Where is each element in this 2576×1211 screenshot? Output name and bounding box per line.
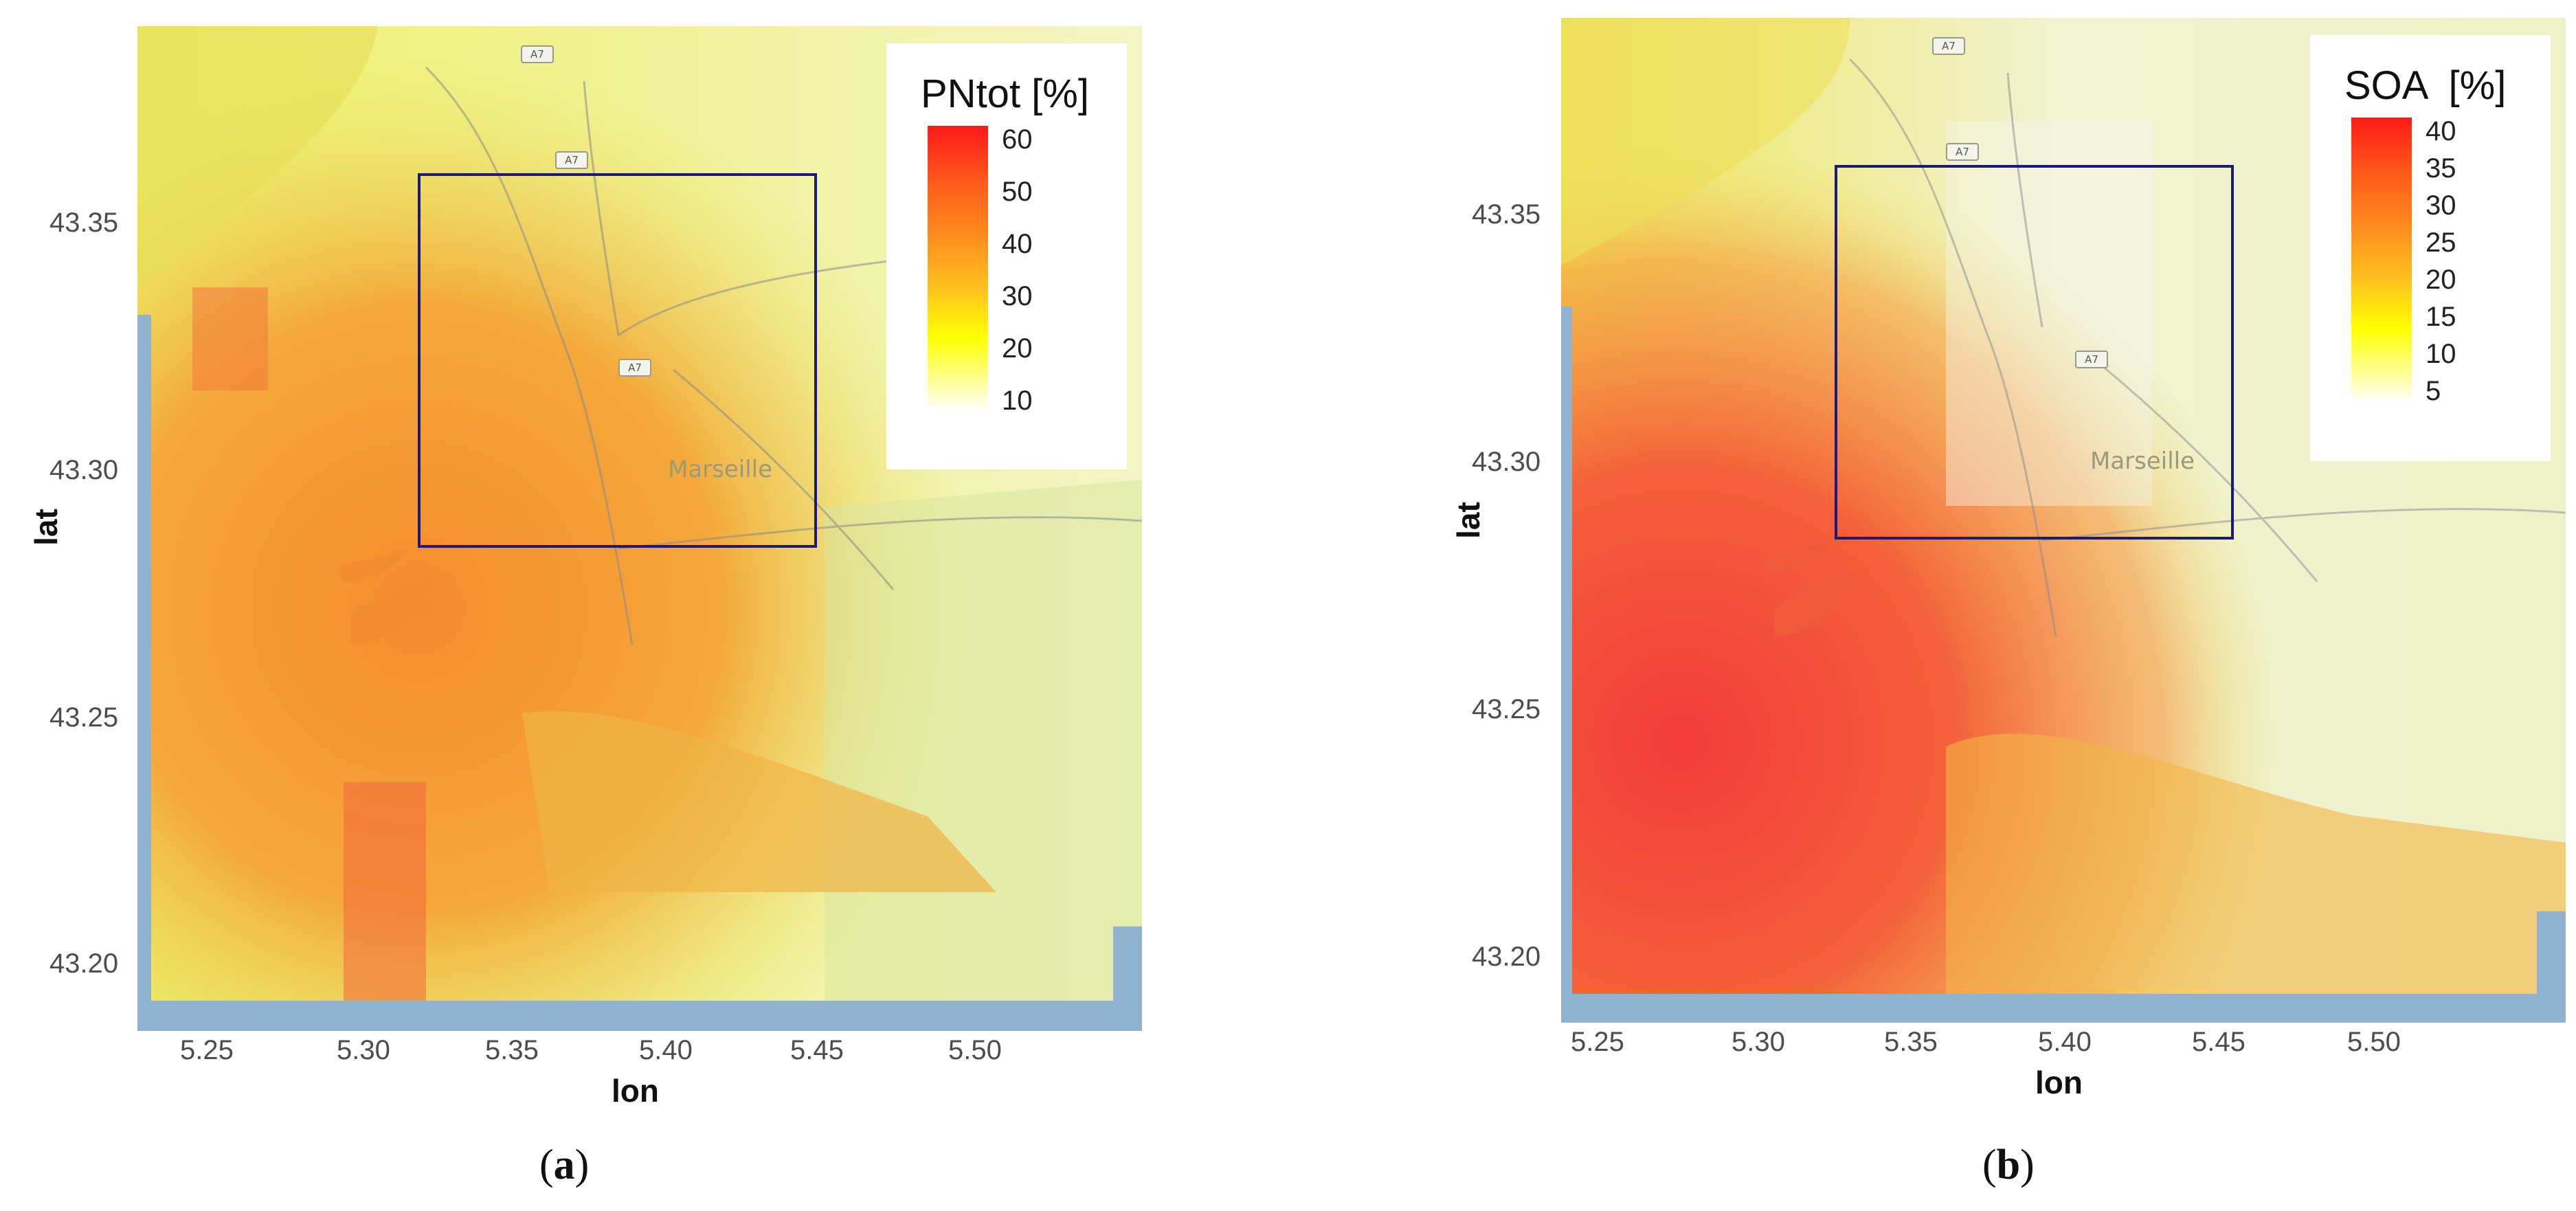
y-axis-title-b: lat [1450, 502, 1486, 539]
legend-tick: 30 [2426, 190, 2456, 221]
road-badge-a2: A7 [555, 151, 588, 169]
zoom-frame-b [1835, 165, 2234, 540]
x-tick: 5.25 [1571, 1027, 1624, 1057]
panel-label-close: ) [574, 1142, 590, 1188]
y-tick: 43.25 [49, 702, 119, 733]
x-tick: 5.40 [639, 1035, 693, 1065]
legend-tick: 10 [2426, 339, 2456, 369]
legend-tick: 5 [2426, 376, 2441, 406]
map-a: A7 A7 A7 Marseille PNtot [%] 60 50 40 30… [137, 26, 1142, 1031]
legend-tick: 60 [1002, 124, 1033, 155]
x-tick: 5.30 [337, 1035, 390, 1065]
x-tick: 5.25 [180, 1035, 234, 1065]
legend-tick: 25 [2426, 227, 2456, 258]
legend-tick: 35 [2426, 153, 2456, 184]
legend-colorbar-a [928, 126, 988, 408]
road-badge-a1: A7 [521, 45, 554, 63]
y-axis-title-a: lat [27, 509, 64, 546]
y-tick: 43.20 [1472, 942, 1541, 972]
y-tick: 43.25 [1472, 694, 1541, 724]
x-tick: 5.50 [2347, 1027, 2401, 1057]
y-tick: 43.30 [49, 455, 119, 485]
panel-b: A7 A7 A7 Marseille SOA [%] 40 35 30 25 2… [1422, 0, 2576, 1211]
x-tick: 5.30 [1732, 1027, 1785, 1057]
panel-label-close: ) [2020, 1142, 2035, 1188]
legend-tick: 20 [1002, 333, 1033, 364]
y-tick: 43.20 [49, 948, 119, 979]
road-badge-a3: A7 [618, 359, 651, 377]
legend-title-a: PNtot [%] [921, 71, 1089, 116]
legend-a: PNtot [%] 60 50 40 30 20 10 [886, 43, 1127, 469]
panel-label-letter: a [553, 1142, 575, 1188]
panel-a: A7 A7 A7 Marseille PNtot [%] 60 50 40 30… [0, 0, 1168, 1211]
panel-label-b: (b) [1982, 1141, 2035, 1190]
legend-tick: 10 [1002, 386, 1033, 416]
panel-label-open: ( [539, 1142, 554, 1188]
city-label-b: Marseille [2090, 447, 2195, 475]
legend-title-b: SOA [%] [2344, 63, 2507, 108]
x-tick: 5.45 [2192, 1027, 2245, 1057]
legend-colorbar-b [2351, 118, 2412, 399]
panel-label-a: (a) [539, 1141, 589, 1190]
map-b: A7 A7 A7 Marseille SOA [%] 40 35 30 25 2… [1561, 18, 2566, 1023]
panel-label-open: ( [1982, 1142, 1997, 1188]
road-badge-b1: A7 [1932, 37, 1965, 55]
legend-tick: 15 [2426, 302, 2456, 332]
x-tick: 5.40 [2038, 1027, 2092, 1057]
x-tick: 5.35 [485, 1035, 539, 1065]
legend-tick: 30 [1002, 281, 1033, 311]
legend-tick: 50 [1002, 177, 1033, 207]
zoom-frame-a [418, 173, 817, 548]
y-tick: 43.35 [49, 208, 119, 238]
road-badge-b2: A7 [1946, 143, 1979, 161]
y-tick: 43.35 [1472, 199, 1541, 230]
panel-label-letter: b [1996, 1142, 2021, 1188]
legend-tick: 20 [2426, 265, 2456, 295]
x-tick: 5.35 [1884, 1027, 1938, 1057]
x-tick: 5.50 [948, 1035, 1002, 1065]
legend-tick: 40 [1002, 229, 1033, 259]
legend-b: SOA [%] 40 35 30 25 20 15 10 5 [2310, 35, 2551, 461]
x-tick: 5.45 [790, 1035, 844, 1065]
y-tick: 43.30 [1472, 447, 1541, 477]
legend-tick: 40 [2426, 116, 2456, 146]
x-axis-title-a: lon [612, 1073, 659, 1109]
city-label-a: Marseille [668, 456, 773, 483]
road-badge-b3: A7 [2075, 351, 2108, 368]
x-axis-title-b: lon [2035, 1065, 2083, 1100]
